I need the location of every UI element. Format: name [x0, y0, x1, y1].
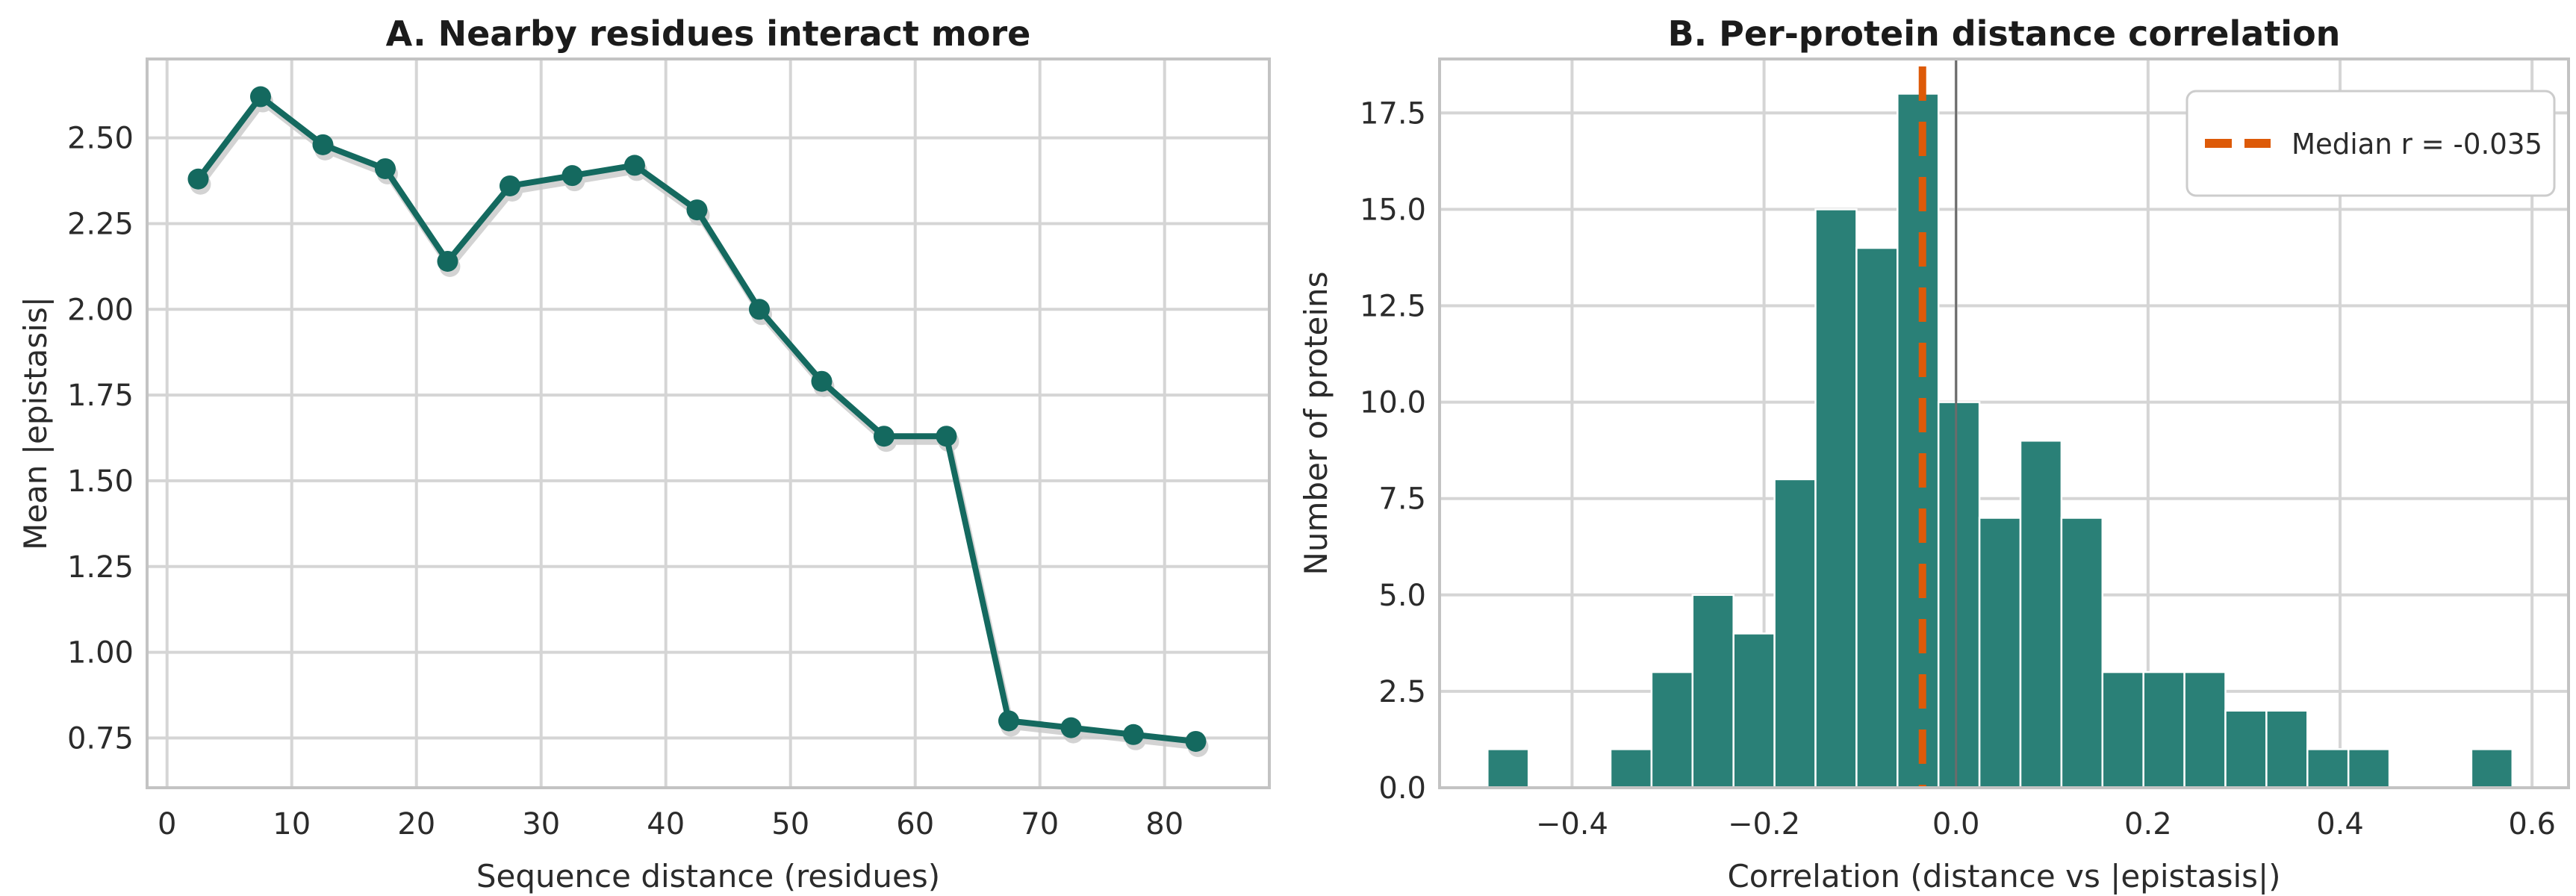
- data-point-marker: [623, 155, 645, 176]
- y-axis-label: Number of proteins: [1298, 271, 1334, 575]
- data-point-marker: [998, 710, 1019, 732]
- legend-box: [2185, 90, 2556, 197]
- y-tick-label: 0.75: [67, 721, 134, 756]
- x-tick-label: −0.4: [1536, 807, 1608, 841]
- data-point-marker: [249, 86, 271, 108]
- x-tick-label: 0.0: [1932, 807, 1980, 841]
- data-point-marker: [187, 168, 209, 190]
- y-tick-label: 1.50: [67, 464, 134, 499]
- histogram-bar: [2019, 439, 2063, 789]
- histogram-bar: [1609, 748, 1653, 789]
- x-tick-label: 0.2: [2124, 807, 2172, 841]
- histogram-bar: [2265, 709, 2309, 789]
- y-tick-labels: 0.75 1.00 1.25 1.50 1.75 2.00 2.25 2.50: [67, 122, 134, 756]
- data-point-marker: [374, 158, 396, 179]
- y-tick-label: 10.0: [1360, 386, 1426, 420]
- histogram-bar: [2101, 671, 2144, 789]
- y-tick-label: 1.00: [67, 636, 134, 671]
- data-point-marker: [437, 250, 458, 272]
- x-tick-label: 30: [522, 807, 560, 841]
- mean-epistasis-series: [187, 86, 1207, 752]
- data-point-marker: [936, 426, 957, 447]
- x-tick-labels: 0 10 20 30 40 50 60 70 80: [158, 807, 1183, 841]
- y-tick-label: 2.50: [67, 122, 134, 156]
- histogram-bar: [1732, 632, 1776, 789]
- line-shadow: [190, 91, 1209, 757]
- histogram-bar: [1650, 671, 1694, 789]
- y-tick-label: 0.0: [1378, 771, 1426, 806]
- x-tick-label: 40: [647, 807, 685, 841]
- y-tick-label: 1.25: [67, 550, 134, 585]
- y-axis-label: Mean |epistasis|: [17, 296, 54, 550]
- plot-border: [1438, 57, 2570, 789]
- histogram-bar: [2183, 671, 2227, 789]
- x-tick-label: 50: [771, 807, 809, 841]
- data-point-marker: [312, 134, 334, 155]
- y-tick-label: 12.5: [1360, 289, 1426, 323]
- data-point-marker: [1185, 730, 1207, 752]
- histogram-bar: [1773, 478, 1817, 789]
- data-point-marker: [561, 165, 583, 187]
- histogram-bar: [1897, 93, 1940, 789]
- histogram-bar: [2347, 748, 2391, 789]
- histogram-bar: [2306, 748, 2350, 789]
- histogram-bar: [1691, 594, 1735, 789]
- line-chart: 0 10 20 30 40 50 60 70 80 0.75 1.00 1.25 1.50 1.75 2.0…: [17, 13, 1271, 895]
- x-axis-label: Correlation (distance vs |epistasis|): [1727, 858, 2280, 895]
- legend-label: Median r = -0.035: [2292, 128, 2542, 161]
- x-tick-label: −0.2: [1728, 807, 1800, 841]
- data-point-marker: [686, 199, 708, 221]
- data-point-marker: [811, 370, 833, 392]
- y-tick-labels: 0.0 2.5 5.0 7.5 10.0 12.5 15.0 17.5: [1360, 96, 1426, 806]
- grid: [147, 59, 1269, 788]
- chart-title: A. Nearby residues interact more: [386, 13, 1031, 54]
- histogram-bar: [1937, 401, 1981, 789]
- plot-border: [146, 57, 1271, 789]
- y-tick-label: 2.5: [1378, 675, 1426, 709]
- x-axis-label: Sequence distance (residues): [476, 858, 940, 895]
- histogram-bar: [1487, 748, 1530, 789]
- data-point-marker: [1122, 724, 1144, 745]
- y-tick-label: 2.25: [67, 207, 134, 241]
- y-tick-label: 2.00: [67, 293, 134, 327]
- x-tick-label: 10: [273, 807, 311, 841]
- y-tick-label: 5.0: [1378, 579, 1426, 613]
- histogram-bar: [2060, 517, 2104, 789]
- data-point-marker: [1060, 717, 1082, 738]
- histogram-chart: −0.4 −0.2 0.0 0.2 0.4 0.6 0.0 2.5 5.0 7.5 10.0 12.5…: [1298, 13, 2570, 895]
- histogram-bar: [2142, 671, 2185, 789]
- histogram-bar: [1855, 246, 1899, 789]
- y-tick-label: 1.75: [67, 379, 134, 413]
- data-point-marker: [873, 426, 895, 447]
- histogram-bar: [1814, 208, 1858, 789]
- histogram-bar: [2470, 748, 2514, 789]
- panel-b: −0.4 −0.2 0.0 0.2 0.4 0.6 0.0 2.5 5.0 7.5 10.0 12.5…: [1288, 0, 2576, 896]
- x-tick-label: 60: [896, 807, 934, 841]
- histogram-bars: [1487, 93, 2514, 789]
- y-tick-label: 15.0: [1360, 193, 1426, 227]
- data-point-marker: [499, 175, 520, 196]
- y-tick-label: 17.5: [1360, 96, 1426, 131]
- x-tick-label: 80: [1145, 807, 1183, 841]
- x-tick-label: 0: [158, 807, 176, 841]
- x-tick-labels: −0.4 −0.2 0.0 0.2 0.4 0.6: [1536, 807, 2556, 841]
- histogram-bar: [1978, 517, 2022, 789]
- chart-title: B. Per-protein distance correlation: [1668, 13, 2341, 54]
- x-tick-label: 0.6: [2508, 807, 2556, 841]
- x-tick-label: 0.4: [2316, 807, 2364, 841]
- y-tick-label: 7.5: [1378, 482, 1426, 517]
- x-tick-label: 70: [1021, 807, 1059, 841]
- legend: Median r = -0.035: [2185, 90, 2556, 197]
- series-line: [195, 93, 1199, 744]
- data-point-marker: [748, 299, 770, 320]
- panel-a: 0 10 20 30 40 50 60 70 80 0.75 1.00 1.25 1.50 1.75 2.0…: [17, 13, 1271, 895]
- x-tick-label: 20: [397, 807, 435, 841]
- histogram-bar: [2224, 709, 2268, 789]
